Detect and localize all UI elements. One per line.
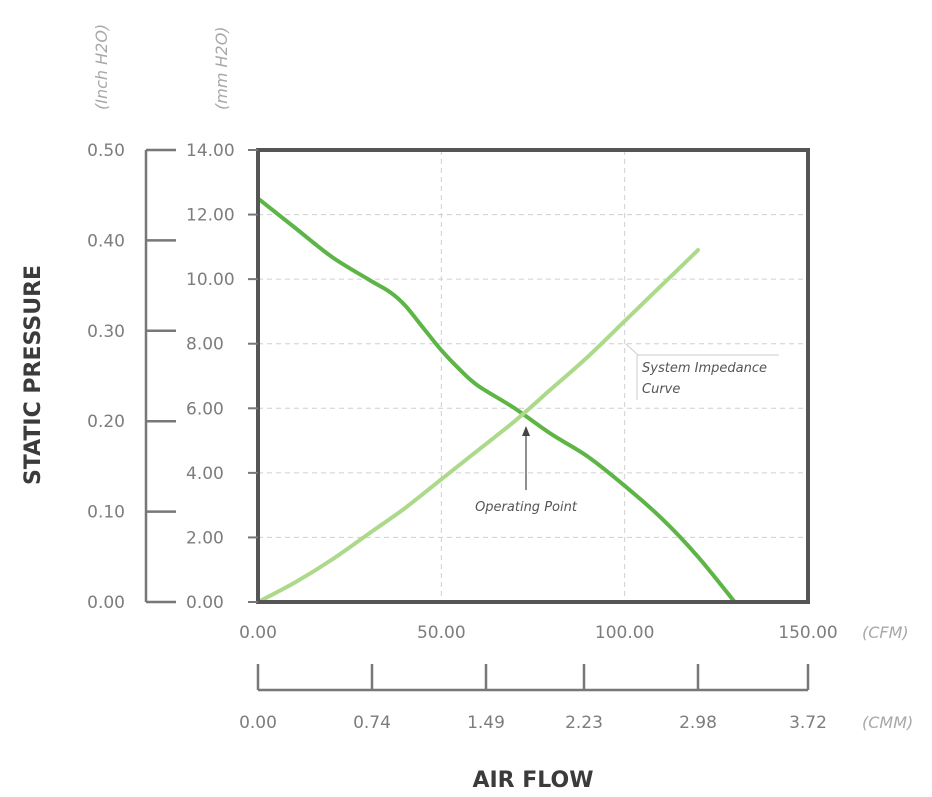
x-primary-unit-label: (CFM) <box>862 623 909 642</box>
impedance-callout-leader <box>625 343 639 356</box>
plot-frame <box>256 148 810 604</box>
x-primary-tick-label-1: 50.00 <box>417 623 466 643</box>
x-primary-tick-label-0: 0.00 <box>239 623 277 643</box>
y-secondary-axis: 0.00 0.10 0.20 0.30 0.40 0.50 <box>87 141 176 613</box>
x-secondary-tick-label-1: 0.74 <box>353 713 391 733</box>
y-primary-tick-label-5: 10.00 <box>186 270 235 290</box>
plot-grid <box>258 150 808 602</box>
x-secondary-tick-label-0: 0.00 <box>239 713 277 733</box>
y-secondary-tick-label-3: 0.30 <box>87 322 125 342</box>
fan-performance-curve <box>256 196 737 604</box>
y-primary-tick-label-6: 12.00 <box>186 206 235 226</box>
y-primary-tick-label-3: 6.00 <box>186 399 224 419</box>
x-secondary-unit-label: (CMM) <box>862 713 913 732</box>
operating-point-label: Operating Point <box>475 500 578 515</box>
y-primary-tick-label-2: 4.00 <box>186 464 224 484</box>
x-primary-axis: 0.00 50.00 100.00 150.00 <box>239 623 838 643</box>
y-primary-tick-label-0: 0.00 <box>186 593 224 613</box>
y-secondary-unit-label: (Inch H2O) <box>92 24 111 110</box>
y-secondary-tick-label-4: 0.40 <box>87 231 125 251</box>
x-primary-tick-label-3: 150.00 <box>778 623 837 643</box>
x-primary-tick-label-2: 100.00 <box>595 623 654 643</box>
plot-series <box>256 196 737 604</box>
operating-point-arrowhead <box>522 426 530 436</box>
y-secondary-tick-label-5: 0.50 <box>87 141 125 161</box>
y-secondary-tick-label-2: 0.20 <box>87 412 125 432</box>
y-secondary-tick-label-1: 0.10 <box>87 503 125 523</box>
y-primary-tick-label-7: 14.00 <box>186 141 235 161</box>
y-primary-tick-label-1: 2.00 <box>186 528 224 548</box>
y-primary-tick-label-4: 8.00 <box>186 335 224 355</box>
x-secondary-tick-label-5: 3.72 <box>789 713 827 733</box>
impedance-annotation: System Impedance Curve <box>625 343 779 400</box>
x-secondary-tick-label-3: 2.23 <box>565 713 603 733</box>
y-secondary-tick-label-0: 0.00 <box>87 593 125 613</box>
x-secondary-axis: 0.00 0.74 1.49 2.23 2.98 3.72 <box>239 664 827 733</box>
impedance-label-line2: Curve <box>642 382 680 397</box>
y-axis-title: STATIC PRESSURE <box>21 265 46 485</box>
y-primary-axis: 0.00 2.00 4.00 6.00 8.00 10.00 12.00 14.00 <box>186 141 258 613</box>
impedance-label-line1: System Impedance <box>642 361 767 376</box>
x-axis-title: AIR FLOW <box>472 768 593 793</box>
operating-point-annotation: Operating Point <box>475 426 578 515</box>
y-primary-unit-label: (mm H2O) <box>212 26 231 110</box>
x-secondary-tick-label-4: 2.98 <box>679 713 717 733</box>
x-secondary-tick-label-2: 1.49 <box>467 713 505 733</box>
system-impedance-curve <box>256 248 700 604</box>
